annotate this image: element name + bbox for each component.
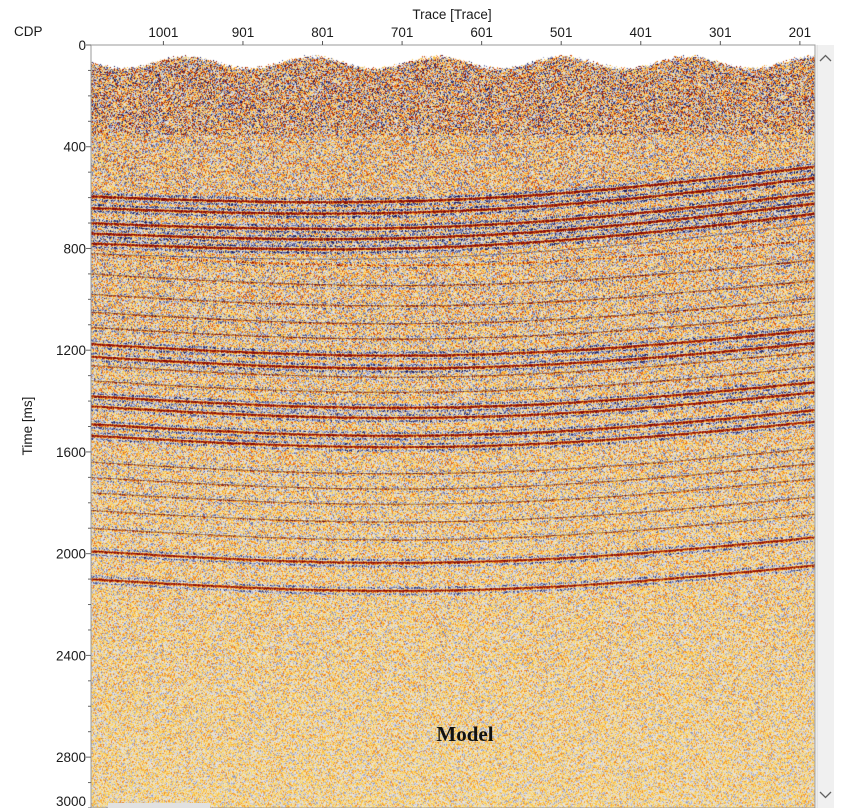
weak-reflector: [91, 447, 815, 475]
weak-reflector: [91, 350, 815, 378]
x-tick-label: 801: [311, 25, 334, 40]
strong-reflector: [91, 177, 815, 215]
strong-reflector: [91, 536, 815, 564]
x-tick-label: 901: [232, 25, 255, 40]
y-axis: 0 400 800 1200 1600 2000 2400 2800 3000: [56, 38, 91, 808]
weak-reflector: [91, 513, 815, 541]
x-axis-name: CDP: [14, 24, 43, 39]
y-axis-label: Time [ms]: [20, 397, 35, 456]
weak-reflector: [91, 312, 815, 340]
x-tick-label: 701: [391, 25, 414, 40]
model-annotation: Model: [436, 722, 493, 746]
weak-reflector: [91, 462, 815, 490]
y-tick-label: 1600: [56, 445, 86, 460]
weak-reflector: [91, 279, 815, 307]
y-tick-label: 800: [63, 241, 86, 256]
y-tick-label: 3000: [56, 794, 86, 808]
strong-reflector: [91, 564, 815, 592]
chevron-up-icon[interactable]: [819, 54, 832, 62]
strong-reflector: [91, 202, 815, 240]
strong-reflector: [91, 165, 815, 203]
strong-reflector: [91, 329, 815, 357]
seismic-image: [91, 45, 815, 808]
strong-reflector: [91, 391, 815, 419]
y-tick-label: 400: [63, 140, 86, 155]
reflector-layer: [91, 165, 815, 592]
x-tick-label: 1001: [148, 25, 178, 40]
strong-reflector: [91, 381, 815, 409]
vertical-scrollbar[interactable]: [816, 45, 834, 808]
y-tick-label: 0: [78, 38, 86, 53]
chevron-down-icon[interactable]: [819, 791, 832, 799]
strong-reflector: [91, 192, 815, 230]
y-tick-label: 2800: [56, 750, 86, 765]
weak-reflector: [91, 478, 815, 505]
strong-reflector: [91, 212, 815, 250]
horizontal-scrollbar[interactable]: [108, 803, 210, 808]
strong-reflector: [91, 420, 815, 448]
strong-reflector: [91, 409, 815, 437]
x-tick-label: 301: [709, 25, 732, 40]
weak-reflector: [91, 223, 815, 260]
weak-reflector: [91, 297, 815, 325]
x-axis-label: Trace [Trace]: [412, 7, 491, 22]
x-tick-label: 401: [629, 25, 652, 40]
strong-reflector: [91, 341, 815, 369]
y-tick-label: 1200: [56, 343, 86, 358]
x-axis: 1001 901 801 701 601 501 401 301 201: [148, 25, 811, 45]
y-tick-label: 2400: [56, 648, 86, 663]
x-tick-label: 201: [789, 25, 812, 40]
weak-reflector: [91, 366, 815, 393]
y-tick-label: 2000: [56, 547, 86, 562]
x-tick-label: 601: [470, 25, 493, 40]
x-tick-label: 501: [550, 25, 573, 40]
weak-reflector: [91, 495, 815, 523]
weak-reflector: [91, 259, 815, 287]
